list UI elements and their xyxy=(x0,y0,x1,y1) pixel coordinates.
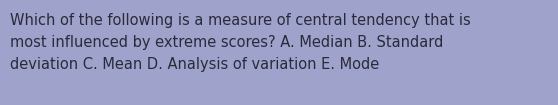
Text: Which of the following is a measure of central tendency that is
most influenced : Which of the following is a measure of c… xyxy=(10,13,471,72)
